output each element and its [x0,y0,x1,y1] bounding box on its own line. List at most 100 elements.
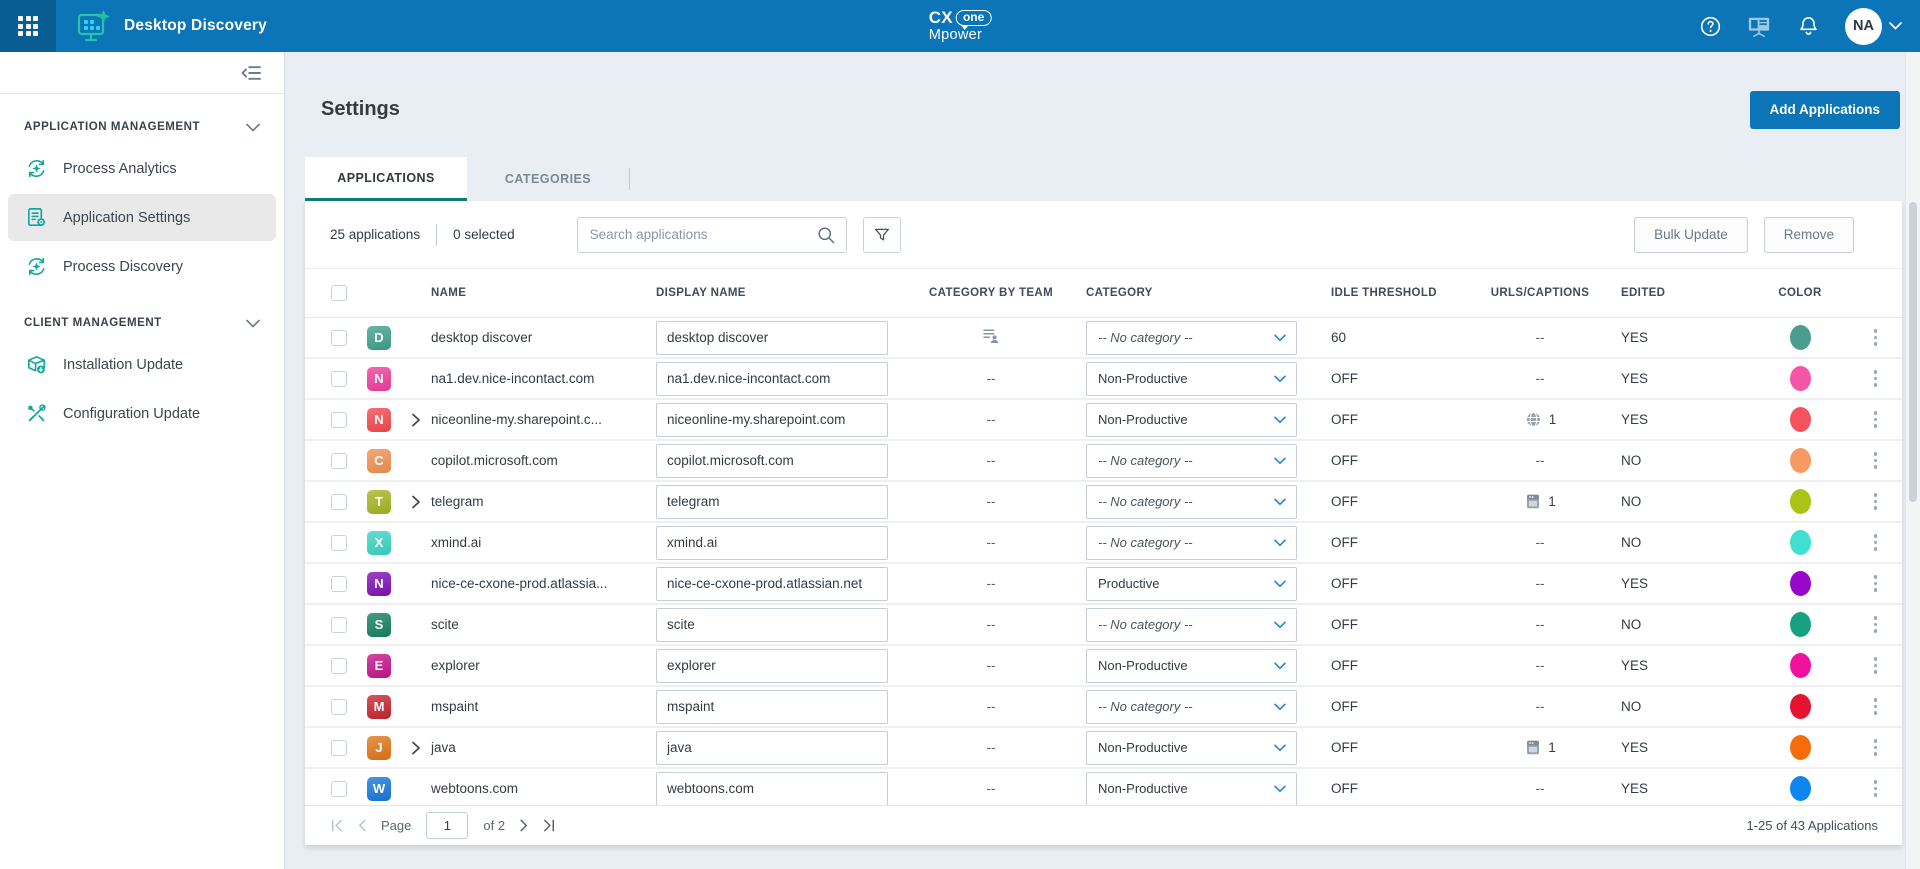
row-menu-kebab-icon[interactable] [1870,776,1882,801]
sidebar: APPLICATION MANAGEMENT Process Analytics… [0,52,285,869]
search-box [576,216,847,253]
applications-count: 25 applications [330,227,421,242]
category-dropdown[interactable]: Non-Productive [1086,730,1297,765]
help-icon[interactable] [1698,14,1722,38]
sidebar-item-installation-update[interactable]: Installation Update [8,341,276,388]
row-menu-kebab-icon[interactable] [1870,571,1882,596]
category-dropdown[interactable]: -- No category -- [1086,689,1297,724]
page-number-input[interactable] [426,812,469,839]
scrollbar-thumb[interactable] [1909,202,1917,502]
display-name-input[interactable] [656,566,888,601]
chevron-down-icon [1274,457,1286,464]
display-name-input[interactable] [656,402,888,437]
row-checkbox[interactable] [331,739,347,756]
display-name-input[interactable] [656,648,888,683]
category-dropdown[interactable]: -- No category -- [1086,484,1297,519]
display-name-input[interactable] [656,320,888,355]
sidebar-item-process-discovery[interactable]: Process Discovery [8,243,276,290]
sidebar-item-label: Installation Update [63,356,184,373]
remove-button[interactable]: Remove [1763,216,1854,253]
category-dropdown[interactable]: Non-Productive [1086,771,1297,805]
row-checkbox[interactable] [331,575,347,592]
sidebar-section-header[interactable]: CLIENT MANAGEMENT [0,317,284,329]
display-name-input[interactable] [656,607,888,642]
app-launcher-waffle-icon[interactable] [0,0,56,52]
row-checkbox[interactable] [331,616,347,633]
row-checkbox[interactable] [331,698,347,715]
display-name-input[interactable] [656,525,888,560]
row-menu-kebab-icon[interactable] [1870,653,1882,678]
sidebar-item-application-settings[interactable]: Application Settings [8,194,276,241]
category-dropdown[interactable]: Non-Productive [1086,402,1297,437]
sidebar-item-configuration-update[interactable]: Configuration Update [8,390,276,437]
process-analytics-icon [24,157,48,181]
category-dropdown[interactable]: -- No category -- [1086,443,1297,478]
last-page-button[interactable] [542,818,557,833]
app-badge: N [367,571,391,596]
row-checkbox[interactable] [331,329,347,346]
vertical-scrollbar[interactable] [1905,52,1920,869]
category-dropdown[interactable]: Productive [1086,566,1297,601]
category-dropdown[interactable]: -- No category -- [1086,525,1297,560]
table-row: D desktop discover -- No category -- 60 … [305,318,1902,359]
column-header-urls-captions: URLS/CAPTIONS [1490,287,1590,299]
app-badge: N [367,366,391,391]
category-dropdown[interactable]: -- No category -- [1086,320,1297,355]
row-menu-kebab-icon[interactable] [1870,489,1882,514]
sidebar-section-header[interactable]: APPLICATION MANAGEMENT [0,121,284,133]
table-header: NAME DISPLAY NAME CATEGORY BY TEAM CATEG… [305,268,1902,318]
category-dropdown[interactable]: Non-Productive [1086,361,1297,396]
display-name-input[interactable] [656,361,888,396]
expand-chevron-icon[interactable] [411,495,421,509]
bulk-update-button[interactable]: Bulk Update [1634,216,1748,253]
display-name-input[interactable] [656,771,888,805]
row-checkbox[interactable] [331,452,347,469]
row-checkbox[interactable] [331,411,347,428]
training-screen-icon[interactable] [1747,14,1771,38]
row-checkbox[interactable] [331,493,347,510]
tab-applications[interactable]: APPLICATIONS [305,157,467,201]
edited-value: NO [1621,535,1642,550]
search-input[interactable] [589,227,816,242]
row-checkbox[interactable] [331,657,347,674]
next-page-button[interactable] [516,818,531,833]
column-header-name: NAME [431,287,467,299]
row-menu-kebab-icon[interactable] [1870,366,1882,391]
add-applications-button[interactable]: Add Applications [1749,90,1900,129]
select-all-checkbox[interactable] [331,285,347,301]
user-menu[interactable]: NA [1845,7,1902,45]
category-by-team-cell: -- [986,576,996,591]
row-menu-kebab-icon[interactable] [1870,735,1882,760]
display-name-input[interactable] [656,443,888,478]
row-menu-kebab-icon[interactable] [1870,325,1882,350]
idle-threshold-value: 60 [1331,330,1347,345]
urls-captions-cell: -- [1535,453,1545,468]
row-checkbox[interactable] [331,780,347,797]
sidebar-item-process-analytics[interactable]: Process Analytics [8,145,276,192]
expand-chevron-icon[interactable] [411,741,421,755]
row-checkbox[interactable] [331,370,347,387]
category-dropdown[interactable]: Non-Productive [1086,648,1297,683]
pagination: Page of 2 1-25 of 43 Applications [305,805,1902,845]
row-menu-kebab-icon[interactable] [1870,612,1882,637]
row-menu-kebab-icon[interactable] [1870,407,1882,432]
previous-page-button[interactable] [355,818,370,833]
display-name-input[interactable] [656,730,888,765]
first-page-button[interactable] [329,818,344,833]
expand-chevron-icon[interactable] [411,413,421,427]
row-menu-kebab-icon[interactable] [1870,694,1882,719]
row-menu-kebab-icon[interactable] [1870,448,1882,473]
filter-button[interactable] [862,216,901,253]
search-icon[interactable] [816,225,836,245]
row-menu-kebab-icon[interactable] [1870,530,1882,555]
display-name-input[interactable] [656,689,888,724]
cxone-mpower-logo: CX one Mpower [929,9,992,43]
edited-value: YES [1621,371,1649,386]
notifications-bell-icon[interactable] [1796,14,1820,38]
main-content: Settings Add Applications APPLICATIONS CA… [285,52,1920,869]
tab-categories[interactable]: CATEGORIES [504,172,592,186]
row-checkbox[interactable] [331,534,347,551]
display-name-input[interactable] [656,484,888,519]
sidebar-collapse-icon[interactable] [240,64,262,82]
category-dropdown[interactable]: -- No category -- [1086,607,1297,642]
